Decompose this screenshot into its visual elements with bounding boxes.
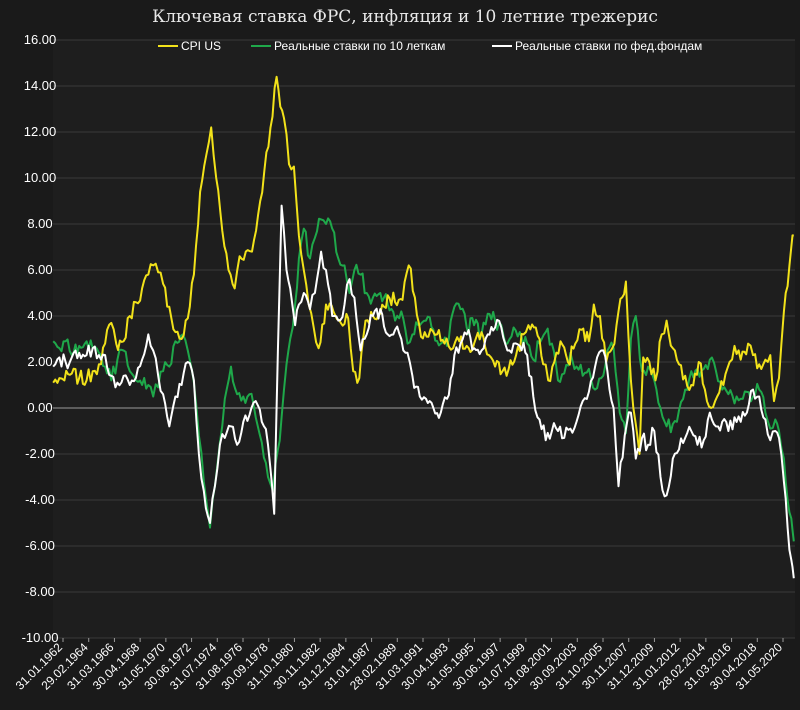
legend: CPI US Реальные ставки по 10 леткам Реальн… — [158, 39, 702, 53]
y-tick-label: -4.00 — [25, 492, 55, 507]
y-tick-label: -6.00 — [25, 538, 55, 553]
y-tick-label: -2.00 — [25, 446, 55, 461]
legend-label: Реальные ставки по 10 леткам — [274, 39, 445, 53]
chart-title: Ключевая ставка ФРС, инфляция и 10 летни… — [152, 7, 658, 27]
series-lines — [52, 75, 795, 579]
y-axis-ticks: 16.00 14.00 12.00 10.00 8.00 6.00 4.00 2.00 0.00… — [22, 32, 59, 645]
y-tick-label: 0.00 — [27, 400, 52, 415]
y-tick-label: 10.00 — [24, 170, 57, 185]
legend-label: CPI US — [181, 39, 221, 53]
y-tick-label: 16.00 — [24, 32, 57, 47]
y-tick-label: -10.00 — [22, 630, 59, 645]
y-tick-label: 6.00 — [27, 262, 52, 277]
legend-label: Реальные ставки по фед.фондам — [515, 39, 702, 53]
plot-area — [53, 40, 795, 638]
y-tick-label: 2.00 — [27, 354, 52, 369]
series-line — [52, 217, 795, 542]
series-line — [52, 75, 794, 455]
y-tick-label: -8.00 — [25, 584, 55, 599]
y-tick-label: 8.00 — [27, 216, 52, 231]
series-line — [52, 204, 795, 579]
y-tick-label: 12.00 — [24, 124, 57, 139]
y-tick-label: 4.00 — [27, 308, 52, 323]
y-tick-label: 14.00 — [24, 78, 57, 93]
